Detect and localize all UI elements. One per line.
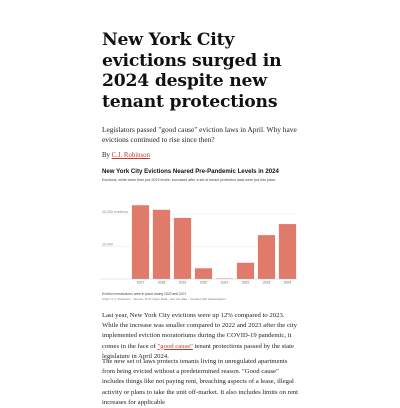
article-dek: Legislators passed "good cause" eviction…: [102, 125, 298, 145]
bar-2024[interactable]: [279, 224, 296, 279]
chart-note: Eviction moratoriums were in place durin…: [102, 292, 186, 296]
x-tick-label: 2019: [179, 281, 187, 285]
chart-source: Chart: C.J. Robinson · Source: NYC Open …: [102, 297, 226, 301]
x-tick-label: 2022: [242, 281, 250, 285]
bar-2019[interactable]: [174, 218, 191, 279]
byline: By C.J. Robinson: [102, 152, 298, 159]
bar-2018[interactable]: [153, 210, 170, 279]
x-tick-label: 2021: [221, 281, 229, 285]
byline-prefix: By: [102, 152, 110, 159]
chart-source-text: Chart: C.J. Robinson · Source: NYC Open …: [102, 297, 226, 301]
x-tick-label: 2024: [284, 281, 292, 285]
bar-2022[interactable]: [237, 263, 254, 279]
bar-2017[interactable]: [132, 205, 149, 279]
author-link[interactable]: C.J. Robinson: [112, 152, 150, 159]
x-tick-label: 2017: [137, 281, 145, 285]
y-tick-label: 10,000: [102, 242, 113, 246]
bar-2020[interactable]: [195, 268, 212, 279]
body-paragraph-2: The new set of laws protects tenants liv…: [102, 357, 298, 408]
y-tick-label: 20,000 evictions: [102, 210, 128, 214]
evictions-chart: New York City Evictions Neared Pre-Pande…: [100, 166, 300, 306]
good-cause-link[interactable]: "good cause": [158, 343, 193, 350]
article-headline: New York City evictions surged in 2024 d…: [102, 30, 298, 112]
x-tick-label: 2023: [263, 281, 271, 285]
body-paragraph-1: Last year, New York City evictions were …: [102, 311, 298, 362]
x-tick-label: 2018: [158, 281, 166, 285]
x-tick-label: 2020: [200, 281, 208, 285]
bar-2023[interactable]: [258, 235, 275, 279]
chart-plot: 20,000 evictions 10,000 2017 2018 2019 2020 20…: [100, 166, 300, 306]
